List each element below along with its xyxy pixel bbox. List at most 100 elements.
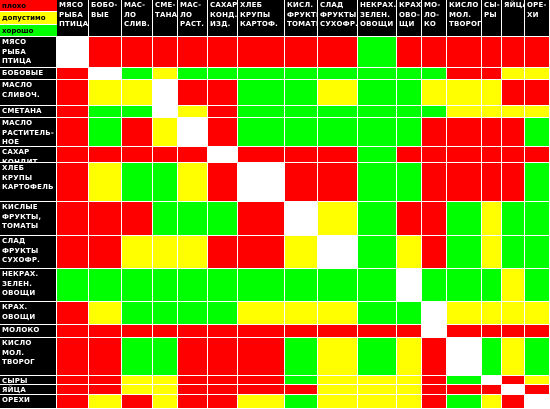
grid-cell [89, 236, 122, 269]
row-header-2: МАСЛО СЛИВОЧ. [0, 80, 57, 106]
grid-cell [318, 395, 358, 409]
grid-cell [285, 376, 318, 385]
column-header-6: ХЛЕБ КРУПЫ КАРТОФ. [238, 0, 285, 37]
grid-cell [502, 385, 525, 395]
grid-cell [358, 106, 397, 118]
grid-cell [285, 80, 318, 106]
grid-cell [208, 163, 238, 202]
grid-cell [482, 80, 502, 106]
grid-cell [57, 269, 89, 302]
grid-cell [178, 147, 208, 163]
grid-cell [89, 269, 122, 302]
grid-cell [358, 269, 397, 302]
grid-cell [57, 80, 89, 106]
grid-cell [318, 163, 358, 202]
grid-cell [238, 385, 285, 395]
grid-cell [397, 202, 422, 236]
grid-cell [397, 376, 422, 385]
row-header-9: НЕКРАХ. ЗЕЛЕН. ОВОЩИ [0, 269, 57, 302]
grid-cell [318, 325, 358, 338]
grid-cell [482, 202, 502, 236]
grid-cell [358, 338, 397, 376]
grid-cell [422, 37, 447, 68]
grid-cell [208, 302, 238, 325]
grid-cell [238, 325, 285, 338]
grid-cell [238, 163, 285, 202]
grid-cell [122, 118, 153, 147]
grid-cell [57, 106, 89, 118]
grid-cell [502, 80, 525, 106]
grid-cell [318, 385, 358, 395]
grid-cell [57, 385, 89, 395]
grid-cell [238, 269, 285, 302]
grid-cell [178, 385, 208, 395]
grid-cell [285, 118, 318, 147]
grid-cell [502, 147, 525, 163]
grid-cell [358, 68, 397, 80]
grid-cell [153, 338, 178, 376]
grid-cell [122, 338, 153, 376]
grid-cell [208, 147, 238, 163]
grid-cell [482, 68, 502, 80]
row-header-13: СЫРЫ [0, 376, 57, 385]
column-header-1: БОБО- ВЫЕ [89, 0, 122, 37]
grid-cell [238, 376, 285, 385]
grid-cell [422, 236, 447, 269]
grid-cell [57, 325, 89, 338]
grid-cell [122, 68, 153, 80]
grid-cell [358, 163, 397, 202]
grid-cell [178, 118, 208, 147]
grid-cell [238, 118, 285, 147]
grid-cell [447, 118, 482, 147]
grid-cell [208, 376, 238, 385]
grid-cell [482, 338, 502, 376]
grid-cell [89, 80, 122, 106]
grid-cell [447, 80, 482, 106]
grid-cell [285, 106, 318, 118]
grid-cell [422, 147, 447, 163]
grid-cell [178, 269, 208, 302]
column-header-2: МАС- ЛО СЛИВ. [122, 0, 153, 37]
grid-cell [57, 147, 89, 163]
grid-cell [89, 37, 122, 68]
grid-cell [89, 147, 122, 163]
grid-cell [358, 202, 397, 236]
grid-cell [525, 395, 550, 409]
grid-cell [208, 236, 238, 269]
row-header-4: МАСЛО РАСТИТЕЛЬ- НОЕ [0, 118, 57, 147]
row-header-14: ЯЙЦА [0, 385, 57, 395]
grid-cell [89, 118, 122, 147]
grid-cell [482, 118, 502, 147]
grid-cell [285, 338, 318, 376]
grid-cell [178, 325, 208, 338]
grid-cell [358, 236, 397, 269]
grid-cell [208, 325, 238, 338]
grid-cell [89, 68, 122, 80]
grid-cell [178, 236, 208, 269]
grid-cell [422, 163, 447, 202]
grid-cell [57, 163, 89, 202]
row-header-1: БОБОВЫЕ [0, 68, 57, 80]
grid-cell [397, 302, 422, 325]
grid-cell [89, 376, 122, 385]
column-header-10: КРАХ. ОВО- ЩИ [397, 0, 422, 37]
column-header-3: СМЕ- ТАНА [153, 0, 178, 37]
grid-cell [502, 325, 525, 338]
row-header-8: СЛАД ФРУКТЫ СУХОФР. [0, 236, 57, 269]
grid-cell [447, 269, 482, 302]
grid-cell [397, 163, 422, 202]
grid-cell [397, 37, 422, 68]
grid-cell [122, 302, 153, 325]
grid-cell [422, 80, 447, 106]
grid-cell [525, 236, 550, 269]
grid-cell [153, 80, 178, 106]
grid-cell [525, 338, 550, 376]
legend-item-2: хорошо [0, 24, 57, 37]
grid-cell [122, 269, 153, 302]
grid-cell [153, 269, 178, 302]
grid-cell [153, 106, 178, 118]
grid-cell [57, 37, 89, 68]
grid-cell [208, 338, 238, 376]
grid-cell [525, 163, 550, 202]
grid-cell [358, 80, 397, 106]
